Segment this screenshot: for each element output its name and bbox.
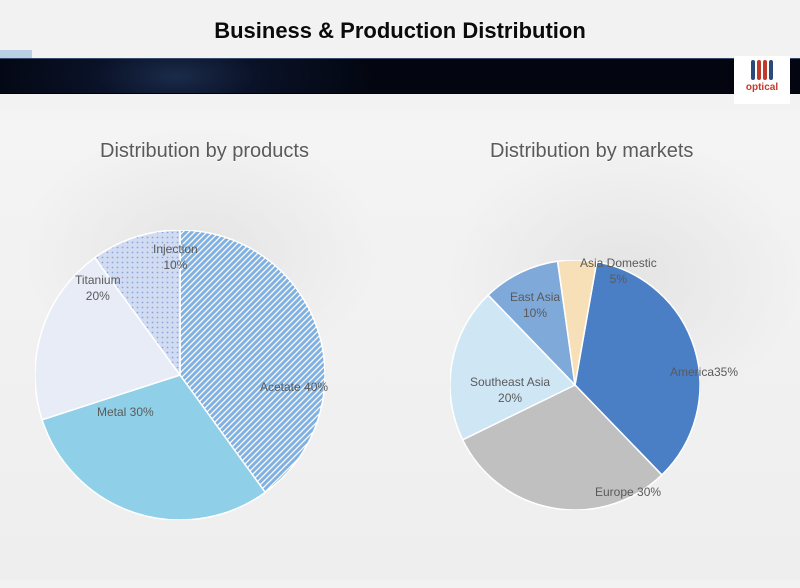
logo-bar (751, 60, 755, 80)
logo-bar (763, 60, 767, 80)
pie-chart-products: Acetate 40% Metal 30% Titanium 20% Injectio… (35, 230, 325, 525)
logo-bar (757, 60, 761, 80)
pie-slice-label: Southeast Asia 20% (470, 375, 550, 406)
pie-slice-label: East Asia 10% (510, 290, 560, 321)
pie-slice-label: Injection 10% (153, 242, 198, 273)
chart-title-products: Distribution by products (100, 140, 309, 163)
brand-logo: optical (734, 56, 790, 104)
logo-bar (769, 60, 773, 80)
pie-slice-label: Acetate 40% (260, 380, 328, 396)
brand-logo-label: optical (734, 82, 790, 93)
pie-slice-label: Europe 30% (595, 485, 661, 501)
pie-chart-markets: America35%Europe 30%Southeast Asia 20%Ea… (450, 260, 700, 515)
page-title: Business & Production Distribution (214, 18, 586, 44)
brand-logo-mark (734, 56, 790, 80)
chart-title-markets: Distribution by markets (490, 140, 693, 163)
pie-slice-label: Titanium 20% (75, 273, 121, 304)
pie-slice-label: Asia Domestic 5% (580, 256, 657, 287)
header-banner (0, 58, 800, 94)
pie-slice-label: Metal 30% (97, 405, 154, 421)
chart-area: Distribution by products Distribution by… (0, 110, 800, 580)
pie-slice-label: America35% (670, 365, 738, 381)
